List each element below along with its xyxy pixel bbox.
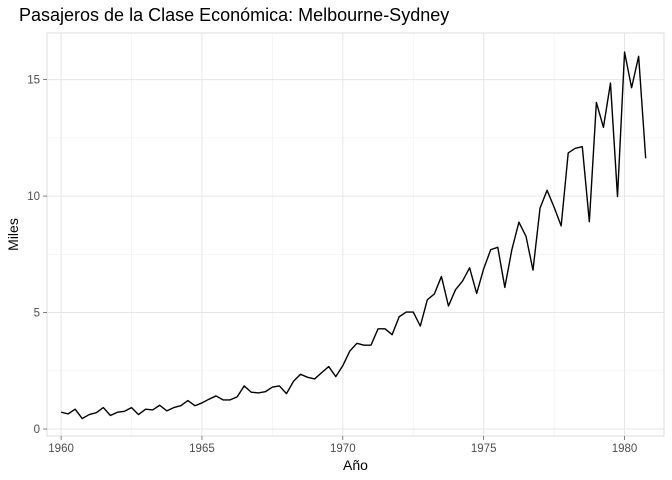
plot-panel-border (46, 32, 665, 437)
x-axis-title: Año (343, 457, 368, 473)
x-tick-label: 1975 (471, 443, 497, 455)
y-axis: 0 5 10 15 (27, 75, 47, 436)
x-tick-label: 1970 (330, 443, 356, 455)
x-tick-label: 1965 (189, 443, 215, 455)
x-axis: 1960 1965 1970 1975 1980 (48, 436, 637, 455)
x-tick-label: 1980 (612, 443, 638, 455)
minor-gridlines (47, 33, 664, 436)
y-tick-label: 10 (27, 191, 40, 203)
chart-title: Pasajeros de la Clase Económica: Melbour… (19, 5, 449, 25)
y-tick-label: 0 (34, 424, 40, 436)
y-tick-label: 15 (27, 75, 40, 87)
major-gridlines (47, 33, 664, 436)
y-tick-label: 5 (34, 308, 40, 320)
y-axis-title: Miles (5, 218, 21, 251)
series-line (60, 51, 647, 420)
series-layer (60, 51, 647, 420)
x-tick-label: 1960 (48, 443, 74, 455)
